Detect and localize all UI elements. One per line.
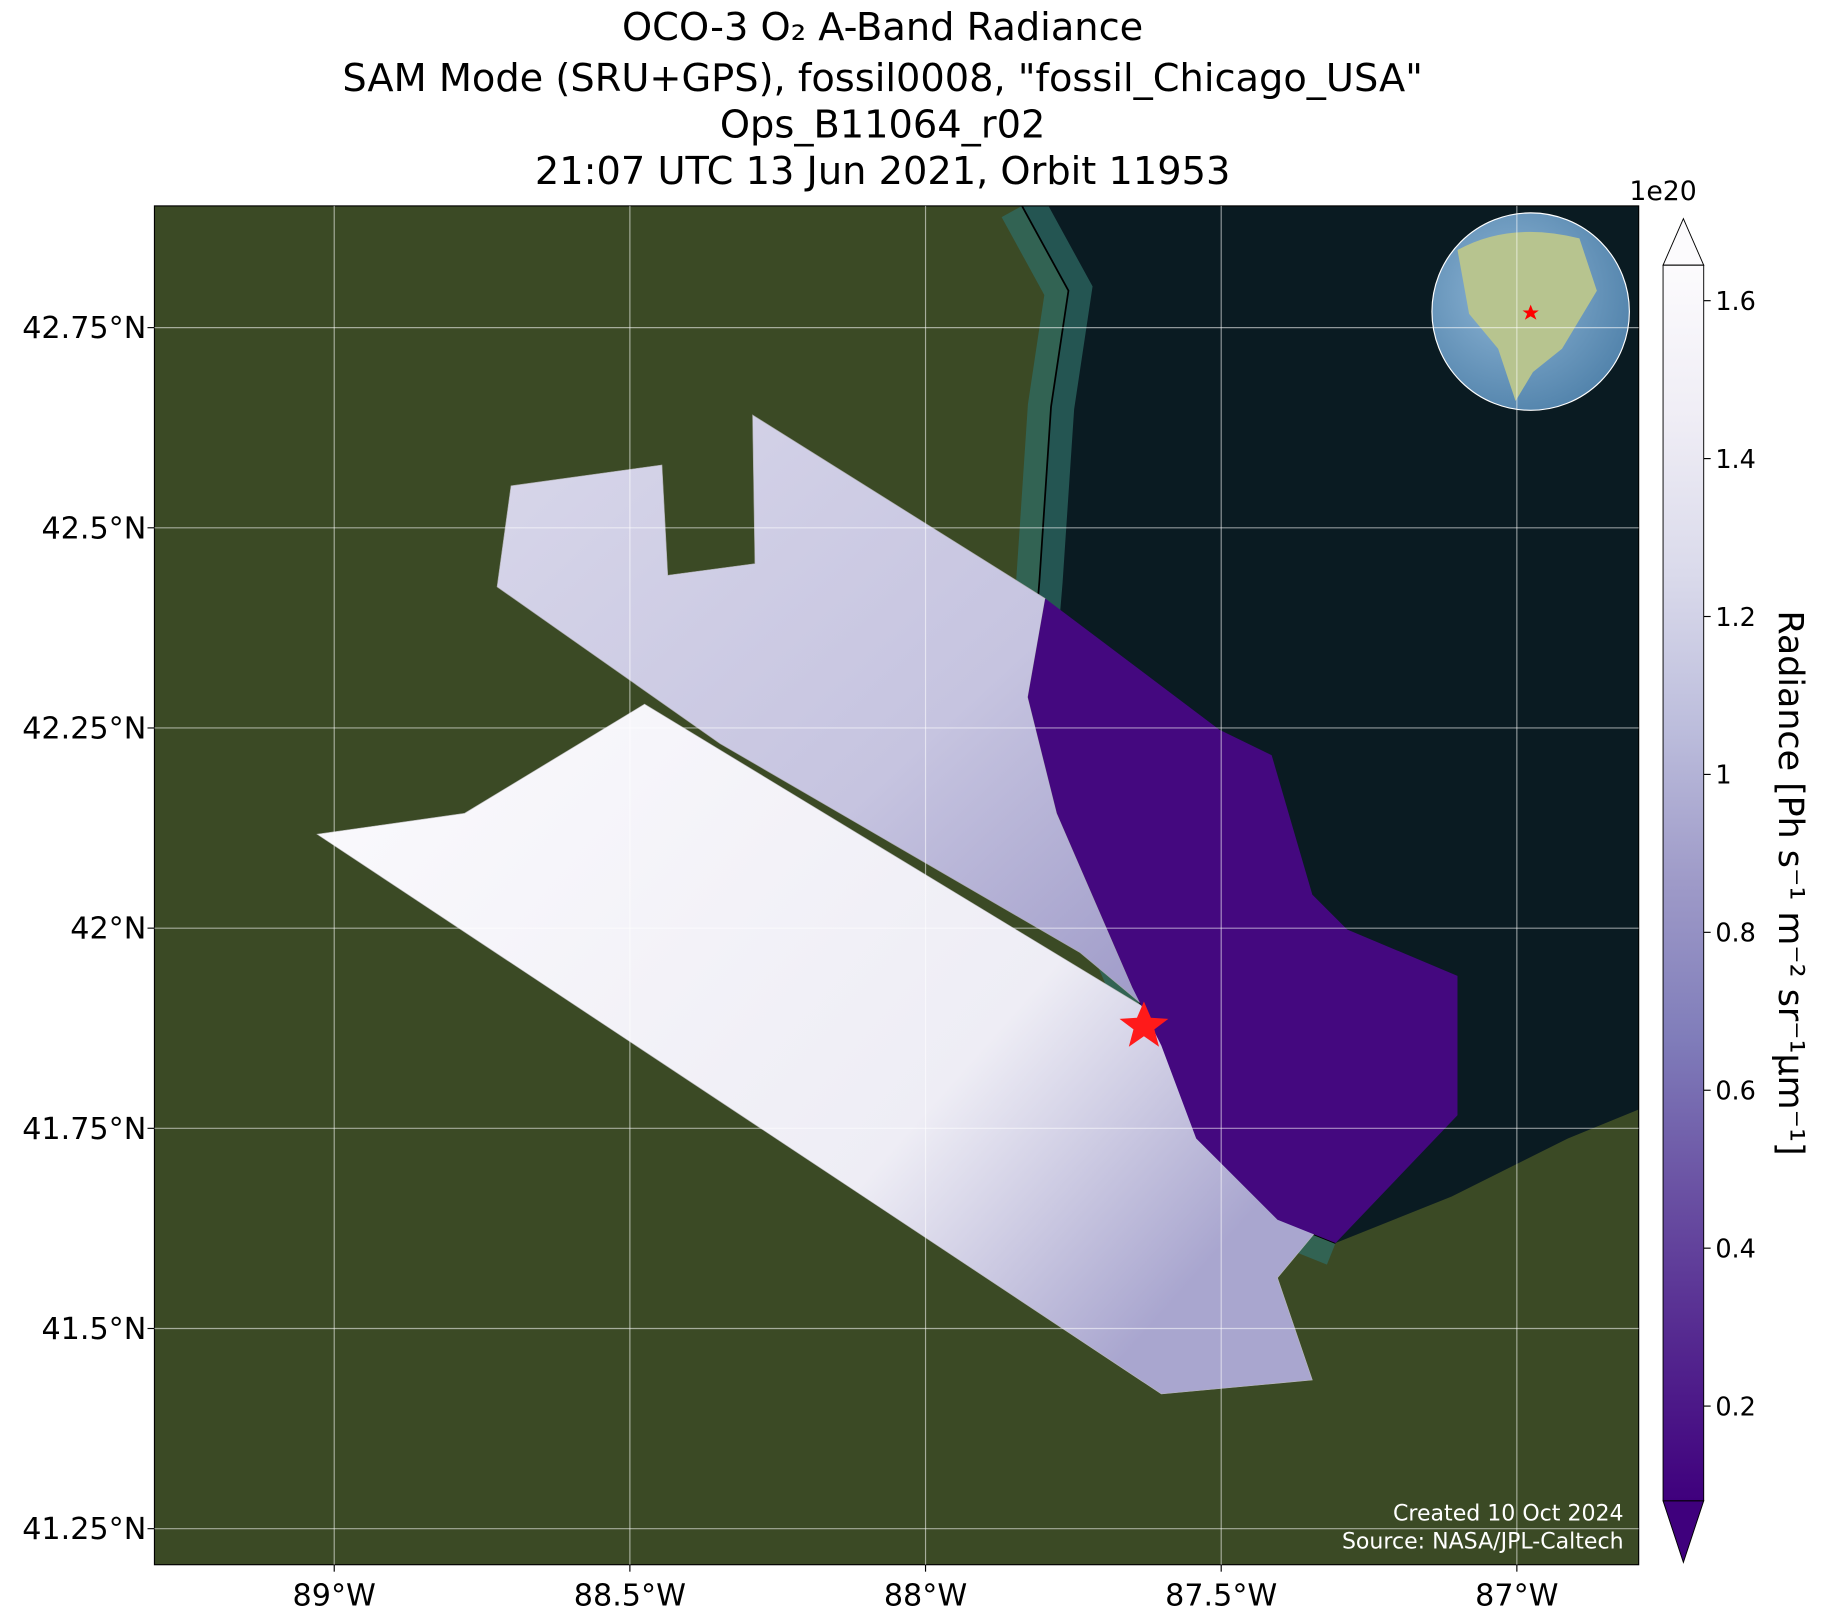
target-star [1119,1001,1169,1047]
y-tick-label: 42.25°N [22,711,146,746]
colorbar-frame [1662,264,1705,1502]
colorbar-tick-label: 0.6 [1715,1077,1756,1107]
title-line: Ops_B11064_r02 [720,102,1045,147]
swath-lake [1027,598,1458,1244]
colorbar-tick-label: 0.8 [1715,919,1756,949]
y-tick-label: 42.5°N [41,511,146,546]
title-line: OCO-3 O₂ A-Band Radiance [622,5,1143,50]
y-tick-label: 42.75°N [22,311,146,346]
colorbar-tick-label: 1.2 [1715,603,1756,633]
map-area [154,205,1639,1565]
x-tick-label: 89°W [293,1578,376,1613]
x-tick-label: 88°W [884,1578,967,1613]
annotation: Source: NASA/JPL-Caltech [1342,1529,1624,1554]
colorbar-tick-label: 1.4 [1715,445,1756,475]
colorbar-offset: 1e20 [1629,176,1696,207]
annotation: Created 10 Oct 2024 [1393,1502,1624,1527]
y-tick-label: 41.25°N [22,1512,146,1547]
x-tick-label: 87°W [1475,1578,1558,1613]
x-tick-label: 88.5°W [574,1578,686,1613]
y-tick-label: 41.75°N [22,1112,146,1147]
colorbar [1663,265,1704,1501]
colorbar-tick-label: 0.2 [1715,1392,1756,1422]
colorbar-label: Radiance [Ph s⁻¹ m⁻² sr⁻¹μm⁻¹] [1770,610,1810,1155]
colorbar-extend [1662,217,1705,266]
y-tick-label: 42°N [70,912,146,947]
x-tick-label: 87.5°W [1165,1578,1277,1613]
map-frame [153,205,1640,1566]
globe-inset [1431,212,1630,411]
colorbar-tick-label: 1.6 [1715,287,1756,317]
colorbar-extend [1662,1500,1705,1564]
colorbar-tick-label: 0.4 [1715,1234,1756,1264]
title-line: SAM Mode (SRU+GPS), fossil0008, "fossil_… [342,56,1422,101]
title-line: 21:07 UTC 13 Jun 2021, Orbit 11953 [535,149,1230,194]
colorbar-tick-label: 1 [1715,761,1731,791]
y-tick-label: 41.5°N [41,1312,146,1347]
